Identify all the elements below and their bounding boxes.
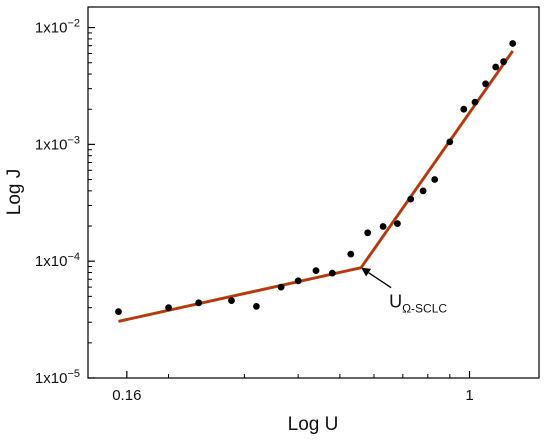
y-tick-label: 1x10−2 (35, 18, 80, 37)
annotation-arrow-shaft (368, 272, 392, 289)
annotation-arrowhead (361, 267, 372, 277)
data-point (431, 176, 439, 183)
data-point (195, 299, 203, 307)
data-point (328, 269, 336, 277)
data-point (364, 229, 372, 237)
data-point (228, 297, 235, 304)
data-point (394, 220, 401, 228)
y-tick-label: 1x10−5 (35, 368, 80, 387)
data-point (446, 138, 454, 146)
data-point (482, 80, 489, 88)
data-point (312, 267, 320, 274)
y-tick-label-exponent: −2 (67, 18, 80, 30)
x-tick-label: 0.16 (112, 387, 141, 404)
annotation-main-text: U (389, 292, 402, 312)
data-point (165, 304, 173, 312)
fit-lines-layer (118, 50, 514, 323)
y-tick-label-exponent: −4 (67, 251, 80, 263)
y-tick-label-base: 1x10 (35, 370, 68, 387)
data-point (347, 250, 355, 258)
annotation-subscript: Ω-SCLC (402, 302, 447, 316)
y-tick-label-base: 1x10 (35, 136, 68, 153)
y-tick-label-exponent: −5 (67, 368, 80, 380)
y-tick-label: 1x10−4 (35, 251, 80, 270)
data-point (277, 283, 285, 291)
data-point (253, 303, 260, 310)
plot-frame (87, 6, 540, 379)
x-axis-title: Log U (288, 414, 339, 435)
data-point (509, 40, 517, 47)
fit-line (360, 50, 514, 269)
data-point (294, 277, 302, 285)
y-axis-title: Log J (4, 169, 25, 215)
y-tick-label-exponent: −3 (67, 134, 80, 146)
data-point (419, 187, 427, 195)
x-tick-label: 1 (465, 387, 473, 404)
annotation: UΩ-SCLC (361, 267, 447, 316)
y-tick-label: 1x10−3 (35, 134, 80, 153)
data-point (379, 223, 387, 230)
data-point (500, 58, 507, 66)
fit-line (118, 266, 362, 323)
data-point (492, 63, 500, 71)
data-point (471, 98, 479, 106)
data-points-layer (115, 40, 517, 315)
data-point (115, 308, 122, 315)
data-point (460, 105, 468, 113)
annotation-label: UΩ-SCLC (389, 292, 447, 316)
y-tick-label-base: 1x10 (35, 20, 68, 37)
y-tick-label-base: 1x10 (35, 253, 68, 270)
data-point (407, 195, 415, 203)
